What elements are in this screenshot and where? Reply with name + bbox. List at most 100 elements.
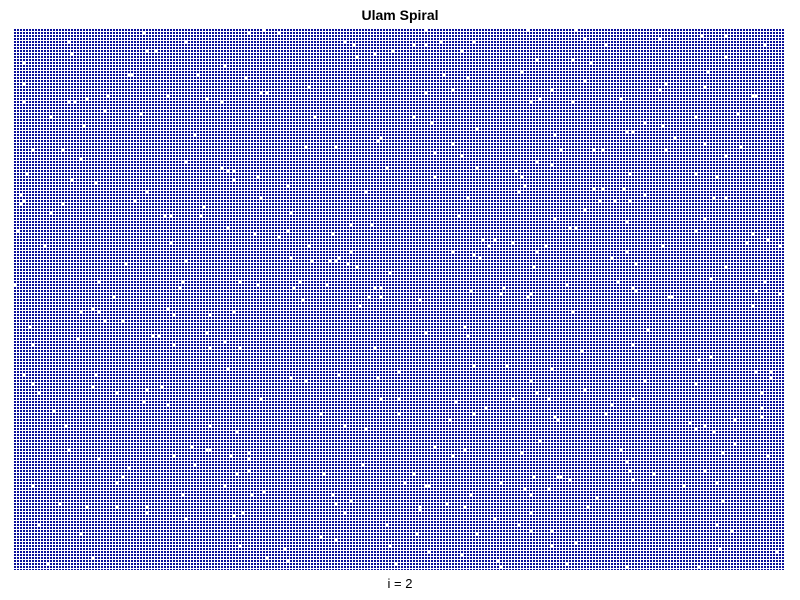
- spiral-gap-cell: [584, 209, 587, 212]
- spiral-gap-cell: [755, 371, 758, 374]
- spiral-gap-cell: [185, 41, 188, 44]
- spiral-gap-cell: [521, 176, 524, 179]
- spiral-gap-cell: [170, 242, 173, 245]
- spiral-gap-cell: [65, 425, 68, 428]
- spiral-gap-cell: [50, 212, 53, 215]
- spiral-gap-cell: [251, 494, 254, 497]
- spiral-gap-cell: [206, 449, 209, 452]
- spiral-gap-cell: [623, 188, 626, 191]
- spiral-gap-cell: [494, 239, 497, 242]
- spiral-gap-cell: [635, 290, 638, 293]
- spiral-gap-cell: [452, 251, 455, 254]
- spiral-gap-cell: [239, 545, 242, 548]
- spiral-gap-cell: [551, 545, 554, 548]
- spiral-gap-cell: [512, 242, 515, 245]
- spiral-gap-cell: [761, 407, 764, 410]
- spiral-gap-cell: [182, 494, 185, 497]
- spiral-gap-cell: [227, 368, 230, 371]
- spiral-gap-cell: [44, 245, 47, 248]
- spiral-gap-cell: [92, 557, 95, 560]
- spiral-gap-cell: [524, 488, 527, 491]
- spiral-gap-cell: [287, 230, 290, 233]
- spiral-gap-layer: [14, 29, 782, 569]
- spiral-gap-cell: [725, 155, 728, 158]
- spiral-gap-cell: [68, 449, 71, 452]
- spiral-gap-cell: [560, 476, 563, 479]
- spiral-gap-cell: [446, 503, 449, 506]
- spiral-gap-cell: [257, 284, 260, 287]
- spiral-gap-cell: [602, 149, 605, 152]
- spiral-gap-cell: [770, 377, 773, 380]
- spiral-gap-cell: [377, 140, 380, 143]
- spiral-gap-cell: [257, 176, 260, 179]
- spiral-gap-cell: [116, 482, 119, 485]
- spiral-gap-cell: [125, 263, 128, 266]
- spiral-gap-cell: [716, 482, 719, 485]
- spiral-gap-cell: [557, 476, 560, 479]
- spiral-gap-cell: [413, 473, 416, 476]
- spiral-dot-field: [14, 29, 785, 570]
- spiral-gap-cell: [389, 272, 392, 275]
- spiral-gap-cell: [722, 452, 725, 455]
- spiral-gap-cell: [767, 239, 770, 242]
- spiral-gap-cell: [518, 191, 521, 194]
- spiral-gap-cell: [239, 281, 242, 284]
- spiral-gap-cell: [146, 506, 149, 509]
- spiral-gap-cell: [530, 512, 533, 515]
- spiral-gap-cell: [395, 563, 398, 566]
- spiral-gap-cell: [98, 458, 101, 461]
- spiral-gap-cell: [536, 161, 539, 164]
- spiral-gap-cell: [719, 548, 722, 551]
- spiral-gap-cell: [173, 455, 176, 458]
- spiral-gap-cell: [95, 182, 98, 185]
- spiral-gap-cell: [314, 116, 317, 119]
- spiral-gap-cell: [266, 557, 269, 560]
- spiral-gap-cell: [461, 155, 464, 158]
- spiral-gap-cell: [194, 134, 197, 137]
- spiral-gap-cell: [425, 92, 428, 95]
- spiral-gap-cell: [371, 224, 374, 227]
- spiral-gap-cell: [95, 374, 98, 377]
- spiral-gap-cell: [530, 380, 533, 383]
- spiral-gap-cell: [287, 560, 290, 563]
- spiral-gap-cell: [536, 392, 539, 395]
- spiral-gap-cell: [404, 482, 407, 485]
- spiral-gap-cell: [116, 506, 119, 509]
- spiral-gap-cell: [539, 98, 542, 101]
- spiral-gap-cell: [332, 494, 335, 497]
- spiral-gap-cell: [452, 143, 455, 146]
- spiral-gap-cell: [467, 335, 470, 338]
- spiral-gap-cell: [572, 101, 575, 104]
- spiral-gap-cell: [605, 44, 608, 47]
- spiral-gap-cell: [746, 242, 749, 245]
- spiral-gap-cell: [182, 281, 185, 284]
- spiral-gap-cell: [146, 191, 149, 194]
- spiral-gap-cell: [419, 509, 422, 512]
- spiral-gap-cell: [431, 122, 434, 125]
- spiral-gap-cell: [80, 533, 83, 536]
- spiral-gap-cell: [320, 536, 323, 539]
- spiral-gap-cell: [665, 149, 668, 152]
- spiral-gap-cell: [665, 83, 668, 86]
- spiral-gap-cell: [425, 29, 428, 32]
- spiral-gap-cell: [290, 257, 293, 260]
- spiral-gap-cell: [599, 200, 602, 203]
- spiral-gap-cell: [278, 32, 281, 35]
- spiral-gap-cell: [71, 179, 74, 182]
- spiral-gap-cell: [359, 305, 362, 308]
- spiral-gap-cell: [605, 413, 608, 416]
- spiral-gap-cell: [611, 257, 614, 260]
- spiral-gap-cell: [482, 239, 485, 242]
- spiral-gap-cell: [443, 74, 446, 77]
- spiral-gap-cell: [584, 80, 587, 83]
- spiral-gap-cell: [539, 440, 542, 443]
- spiral-gap-cell: [227, 170, 230, 173]
- spiral-gap-cell: [461, 50, 464, 53]
- spiral-gap-cell: [575, 227, 578, 230]
- spiral-gap-cell: [554, 416, 557, 419]
- spiral-gap-cell: [32, 485, 35, 488]
- spiral-gap-cell: [380, 287, 383, 290]
- spiral-gap-cell: [233, 179, 236, 182]
- spiral-gap-cell: [248, 458, 251, 461]
- spiral-gap-cell: [455, 401, 458, 404]
